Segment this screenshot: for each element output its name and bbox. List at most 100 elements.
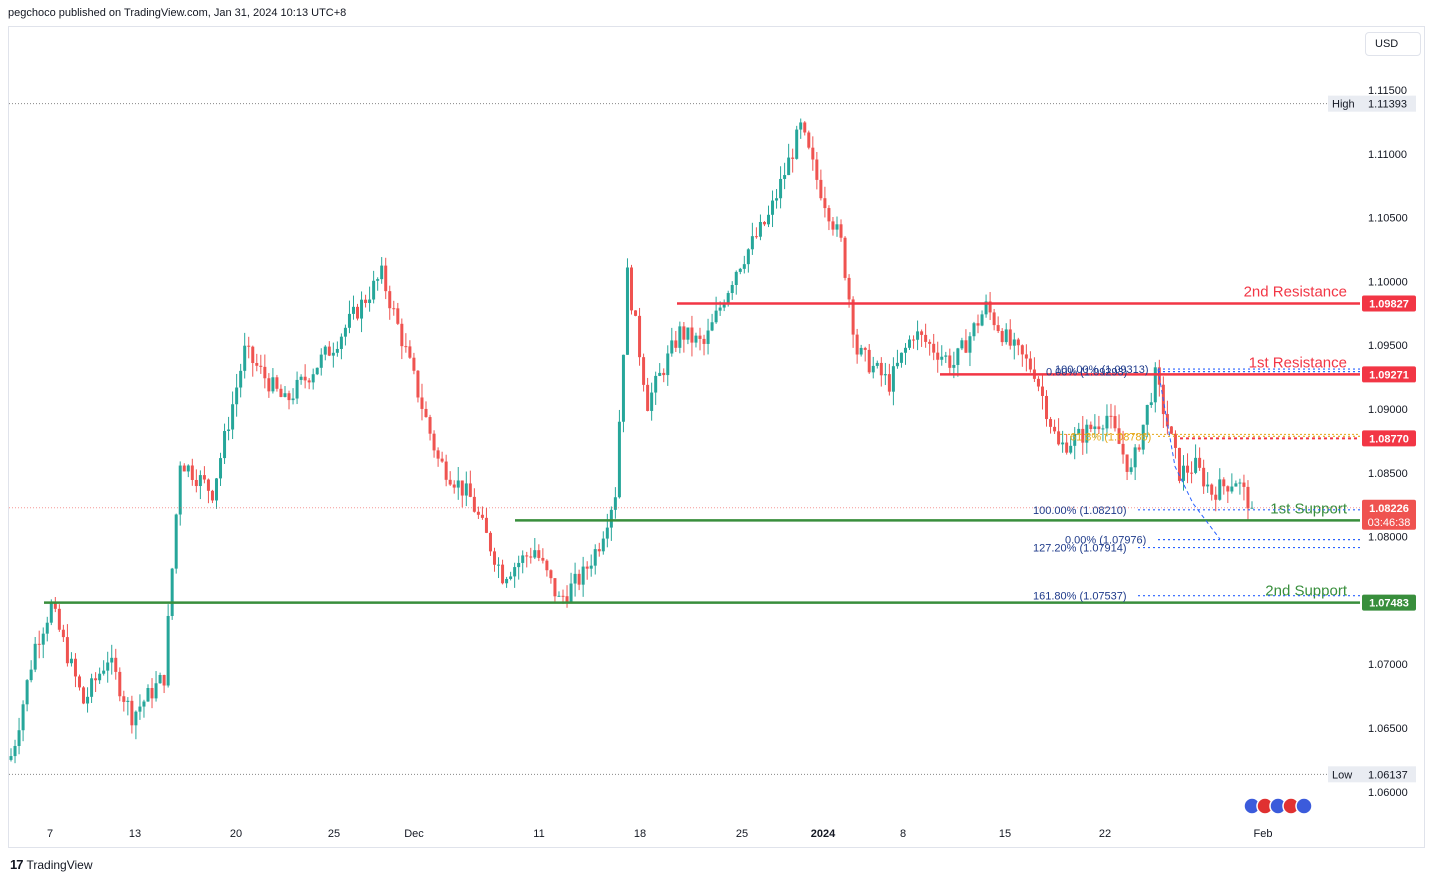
candle-body bbox=[1250, 507, 1254, 509]
candle-body bbox=[758, 221, 762, 237]
candle-body bbox=[376, 279, 380, 281]
economic-event-icon[interactable] bbox=[1295, 797, 1313, 815]
candle-body bbox=[392, 308, 396, 310]
candle-body bbox=[1133, 447, 1137, 468]
candle-body bbox=[899, 352, 903, 363]
candle-body bbox=[783, 175, 787, 179]
candle-body bbox=[1109, 415, 1113, 417]
candle-body bbox=[219, 458, 223, 479]
candle-body bbox=[464, 483, 468, 496]
event-flags bbox=[1243, 797, 1313, 815]
candle-body bbox=[1218, 479, 1222, 500]
candle-body bbox=[65, 637, 69, 664]
candle-body bbox=[247, 345, 251, 347]
candle-body bbox=[1036, 378, 1040, 387]
candle-body bbox=[243, 345, 247, 371]
candle-body bbox=[871, 365, 875, 373]
y-tick-label: 1.11500 bbox=[1368, 85, 1407, 97]
y-tick-label: 1.11000 bbox=[1368, 149, 1407, 161]
candle-body bbox=[855, 334, 859, 355]
candle-body bbox=[936, 352, 940, 360]
candle-body bbox=[686, 327, 690, 340]
candle-body bbox=[621, 354, 625, 422]
candle-body bbox=[1053, 426, 1057, 432]
candle-body bbox=[613, 497, 617, 510]
candle-body bbox=[138, 706, 142, 712]
fib-level-label: 100.00% (1.08210) bbox=[1033, 505, 1127, 517]
candle-body bbox=[887, 374, 891, 392]
candle-body bbox=[565, 596, 569, 602]
candle-body bbox=[388, 291, 392, 309]
candle-body bbox=[1210, 484, 1214, 495]
fib-level-label: 0.00% (1.07976) bbox=[1065, 535, 1146, 547]
candle-body bbox=[1065, 442, 1069, 453]
candle-body bbox=[493, 551, 497, 565]
candle-body bbox=[1234, 483, 1238, 487]
low-value: 1.06137 bbox=[1368, 769, 1408, 781]
candle-body bbox=[166, 615, 170, 686]
candle-body bbox=[903, 347, 907, 353]
candle-body bbox=[718, 307, 722, 311]
candle-body bbox=[86, 696, 90, 704]
candle-body bbox=[13, 745, 17, 757]
candle-body bbox=[335, 348, 339, 353]
candle-body bbox=[408, 346, 412, 358]
candle-body bbox=[259, 365, 263, 367]
candle-body bbox=[815, 159, 819, 180]
candle-body bbox=[118, 671, 122, 697]
candle-body bbox=[750, 236, 754, 250]
candle-body bbox=[1194, 457, 1198, 473]
candle-body bbox=[678, 326, 682, 348]
candle-body bbox=[1182, 465, 1186, 481]
candle-body bbox=[424, 408, 428, 418]
candle-body bbox=[529, 556, 533, 558]
candle-body bbox=[952, 364, 956, 368]
candle-body bbox=[126, 700, 130, 702]
candle-body bbox=[799, 122, 803, 130]
x-tick-label: Feb bbox=[1254, 828, 1273, 840]
candle-body bbox=[714, 310, 718, 323]
low-label: Low bbox=[1332, 769, 1352, 781]
candle-body bbox=[867, 349, 871, 373]
bar-countdown: 03:46:38 bbox=[1368, 517, 1411, 529]
candle-body bbox=[863, 347, 867, 350]
fib-level-label: 161.80% (1.07537) bbox=[1033, 591, 1127, 603]
candle-body bbox=[227, 429, 231, 432]
candle-body bbox=[1040, 386, 1044, 396]
candle-body bbox=[223, 431, 227, 459]
level-price-value: 1.08770 bbox=[1369, 433, 1409, 445]
candle-body bbox=[1024, 354, 1028, 359]
candle-body bbox=[549, 570, 553, 579]
level-price-tag bbox=[1362, 366, 1416, 383]
candle-body bbox=[174, 514, 178, 569]
tradingview-footer[interactable]: 17 TradingView bbox=[10, 857, 93, 872]
candle-body bbox=[106, 662, 110, 671]
candle-body bbox=[275, 377, 279, 389]
candle-body bbox=[37, 643, 41, 645]
candle-body bbox=[738, 268, 742, 272]
candle-body bbox=[251, 346, 255, 364]
candle-body bbox=[779, 178, 783, 199]
candle-body bbox=[384, 265, 388, 292]
x-tick-label: 13 bbox=[129, 828, 141, 840]
candle-body bbox=[948, 355, 952, 368]
candle-body bbox=[662, 372, 666, 376]
candle-body bbox=[444, 461, 448, 480]
candle-body bbox=[82, 687, 86, 704]
currency-button[interactable]: USD bbox=[1365, 32, 1421, 56]
tradingview-logo-icon: 17 bbox=[10, 857, 24, 872]
candle-body bbox=[210, 490, 214, 501]
candle-body bbox=[839, 224, 843, 238]
candle-body bbox=[1145, 404, 1149, 425]
candle-body bbox=[1012, 339, 1016, 346]
level-price-value: 1.07483 bbox=[1369, 598, 1409, 610]
candle-body bbox=[190, 465, 194, 480]
candle-body bbox=[702, 338, 706, 344]
candle-body bbox=[287, 393, 291, 401]
candle-body bbox=[625, 267, 629, 355]
candle-body bbox=[1246, 486, 1250, 509]
fib-trend-line[interactable] bbox=[1157, 369, 1221, 540]
candle-body bbox=[771, 200, 775, 215]
candle-body bbox=[1077, 428, 1081, 434]
